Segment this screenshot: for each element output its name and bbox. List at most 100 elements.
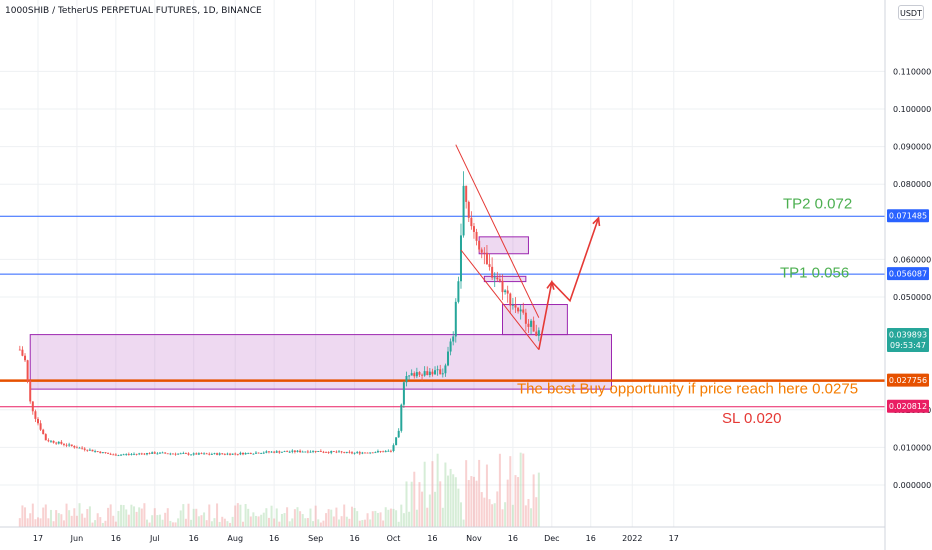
volume-bar (454, 477, 457, 527)
candle-body (239, 452, 242, 455)
volume-bar (135, 511, 138, 527)
annotation-text[interactable]: TP2 0.072 (783, 196, 852, 213)
price-badge (887, 399, 929, 413)
volume-bar (283, 513, 286, 527)
volume-bar (24, 507, 27, 527)
annotation-text[interactable]: TP1 0.056 (780, 264, 849, 281)
candle-body (514, 305, 517, 308)
volume-bar (501, 509, 504, 527)
candle-body (83, 448, 86, 450)
volume-bar (104, 520, 107, 527)
volume-bar (31, 503, 34, 527)
candle-body (223, 453, 226, 455)
price-badge-countdown: 09:53:47 (890, 341, 926, 350)
candle-body (428, 371, 431, 376)
volume-bar (244, 504, 247, 527)
candle-body (166, 453, 169, 455)
candle-body (312, 450, 315, 452)
volume-bar (47, 518, 50, 527)
volume-bar (148, 522, 151, 527)
y-tick-label: 0.090000 (893, 143, 931, 152)
x-tick-label: Nov (466, 534, 482, 543)
candle-body (75, 447, 78, 449)
volume-bar (423, 461, 426, 527)
volume-bar (504, 502, 507, 527)
volume-bar (532, 474, 535, 527)
volume-bar (151, 515, 154, 527)
candle-body (216, 453, 219, 455)
annotation-text[interactable]: The best Buy opportunity if price reach … (517, 381, 858, 398)
volume-bar (270, 505, 273, 527)
candle-body (262, 452, 265, 454)
volume-bar (465, 460, 468, 527)
volume-bar (327, 509, 330, 527)
volume-bar (459, 502, 462, 527)
volume-bar (457, 488, 460, 527)
volume-bar (107, 507, 110, 527)
volume-bar (122, 505, 125, 527)
y-tick-label: 0.110000 (893, 67, 931, 76)
candle-body (457, 281, 460, 302)
candle-body (49, 440, 52, 442)
volume-bar (143, 503, 146, 527)
volume-bar (480, 492, 483, 527)
volume-bar (366, 513, 369, 527)
candle-body (34, 411, 37, 419)
candle-body (171, 453, 174, 455)
projection-path[interactable] (538, 217, 600, 350)
candle-body (293, 450, 296, 452)
candle-body (376, 451, 379, 453)
volume-bar (179, 510, 182, 527)
candle-body (408, 375, 411, 377)
candle-body (506, 290, 509, 294)
y-tick-label: 0.010000 (893, 443, 931, 452)
candle-body (218, 453, 221, 455)
candle-body (504, 290, 507, 293)
candle-body (498, 279, 501, 281)
candle-body (511, 305, 514, 306)
candle-body (234, 453, 237, 455)
x-tick-label: 16 (269, 534, 279, 543)
channel-upper-line[interactable] (455, 144, 540, 318)
candle-body (247, 452, 250, 454)
candle-body (338, 451, 341, 453)
x-tick-label: Sep (308, 534, 323, 543)
volume-bar (171, 522, 174, 527)
volume-bar (384, 507, 387, 527)
candle-body (527, 323, 530, 327)
volume-bar (524, 505, 527, 527)
candle-body (135, 453, 138, 455)
volume-bar (39, 518, 42, 527)
volume-bar (374, 510, 377, 527)
zone-rectangle[interactable] (483, 275, 527, 283)
candle-body (436, 369, 439, 371)
volume-bar (34, 519, 37, 527)
candle-body (203, 453, 206, 455)
candle-body (319, 450, 322, 452)
candle-body (524, 312, 527, 324)
volume-bar (527, 498, 530, 527)
volume-bar (120, 504, 123, 527)
volume-bar (537, 472, 540, 527)
x-tick-label: Jul (149, 534, 160, 543)
volume-bar (153, 508, 156, 527)
x-tick-label: Aug (227, 534, 243, 543)
volume-bar (229, 522, 232, 527)
candle-body (195, 453, 198, 455)
volume-bar (133, 506, 136, 527)
candle-body (187, 453, 190, 455)
volume-bar (402, 513, 405, 527)
annotation-text[interactable]: SL 0.020 (722, 410, 782, 427)
volume-bar (221, 516, 224, 527)
volume-bar (197, 516, 200, 527)
candle-body (415, 372, 418, 377)
channel-lower-line[interactable] (460, 249, 540, 350)
volume-bar (101, 522, 104, 527)
candle-body (301, 451, 304, 453)
candle-body (99, 451, 102, 454)
candle-body (470, 217, 473, 227)
currency-button[interactable]: USDT (898, 5, 924, 20)
volume-bar (94, 520, 97, 527)
volume-bar (322, 520, 325, 527)
